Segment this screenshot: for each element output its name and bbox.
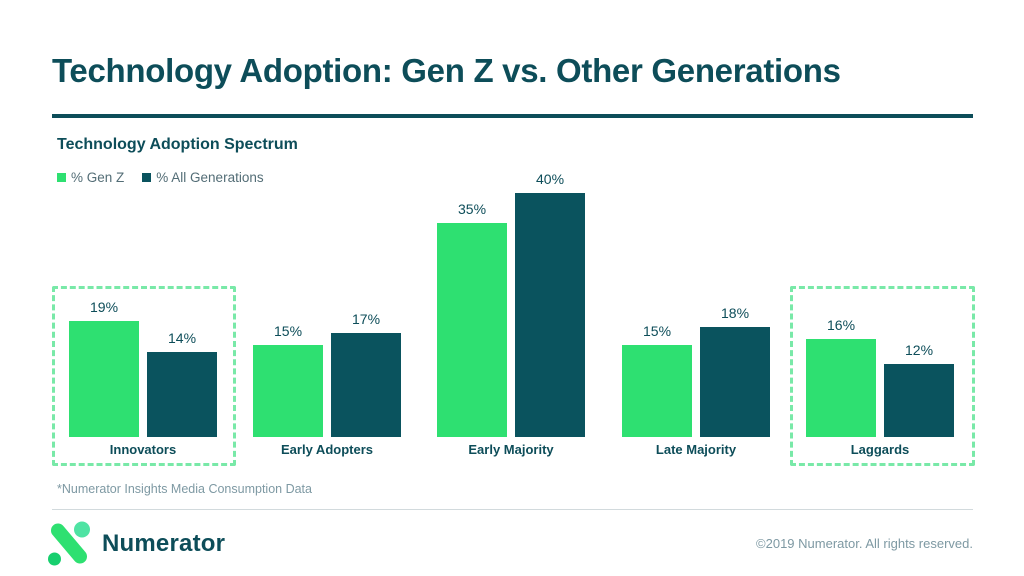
category-label: Early Majority: [468, 442, 554, 457]
category-label: Late Majority: [655, 442, 737, 457]
footer-divider: [52, 509, 973, 510]
category-label: Laggards: [850, 442, 910, 457]
bar-all-generations: [515, 193, 585, 437]
bar-value-label: 15: [643, 322, 671, 340]
highlight-box-innovators: [52, 286, 236, 466]
bar-group-early-majority: 35 40 Early Majority: [437, 170, 585, 457]
highlight-box-laggards: [790, 286, 975, 466]
bar-column-all: 14: [147, 329, 217, 437]
bar-value-label: 12: [905, 341, 933, 359]
bar-column-all: 18: [700, 304, 770, 437]
legend-item-genz: % Gen Z: [57, 170, 124, 185]
bar-column-genz: 16: [806, 316, 876, 437]
bar-column-all: 12: [884, 341, 954, 437]
bar-value-label: 18: [721, 304, 749, 322]
bar-value-label: 19: [90, 298, 118, 316]
bar-value-label: 14: [168, 329, 196, 347]
bar-column-all: 40: [515, 170, 585, 437]
bar-group-innovators: 19 14 Innovators: [69, 298, 217, 457]
bar-all-generations: [700, 327, 770, 437]
bar-value-label: 17: [352, 310, 380, 328]
source-footnote: *Numerator Insights Media Consumption Da…: [57, 482, 312, 496]
copyright-text: ©2019 Numerator. All rights reserved.: [756, 536, 973, 551]
genz-swatch-icon: [57, 173, 66, 182]
legend-label-genz: % Gen Z: [71, 170, 125, 185]
bar-column-genz: 19: [69, 298, 139, 437]
bar-all-generations: [147, 352, 217, 437]
bar-value-label: 40: [536, 170, 564, 188]
bar-value-label: 35: [458, 200, 486, 218]
bar-genz: [437, 223, 507, 437]
bar-all-generations: [884, 364, 954, 437]
chart-legend: % Gen Z % All Generations: [57, 170, 264, 185]
bar-column-genz: 35: [437, 200, 507, 437]
bar-group-laggards: 16 12 Laggards: [806, 316, 954, 457]
bar-group-early-adopters: 15 17 Early Adopters: [253, 310, 401, 457]
bar-column-genz: 15: [253, 322, 323, 437]
bar-genz: [622, 345, 692, 437]
legend-item-all-generations: % All Generations: [142, 170, 264, 185]
bar-group-late-majority: 15 18 Late Majority: [622, 304, 770, 457]
bar-all-generations: [331, 333, 401, 437]
chart-title: Technology Adoption Spectrum: [57, 136, 298, 153]
bar-genz: [253, 345, 323, 437]
bar-column-genz: 15: [622, 322, 692, 437]
numerator-logo-icon: [48, 521, 90, 566]
all-generations-swatch-icon: [142, 173, 152, 182]
bar-column-all: 17: [331, 310, 401, 437]
bar-genz: [806, 339, 876, 437]
numerator-logo: Numerator: [48, 521, 225, 566]
bar-value-label: 15: [274, 322, 302, 340]
page-title: Technology Adoption: Gen Z vs. Other Gen…: [52, 52, 841, 89]
category-label: Early Adopters: [281, 442, 373, 457]
bar-genz: [69, 321, 139, 437]
brand-name: Numerator: [102, 529, 226, 557]
title-divider: [52, 114, 973, 118]
bar-value-label: 16: [827, 316, 855, 334]
category-label: Innovators: [109, 442, 177, 457]
legend-label-all-generations: % All Generations: [156, 170, 264, 185]
